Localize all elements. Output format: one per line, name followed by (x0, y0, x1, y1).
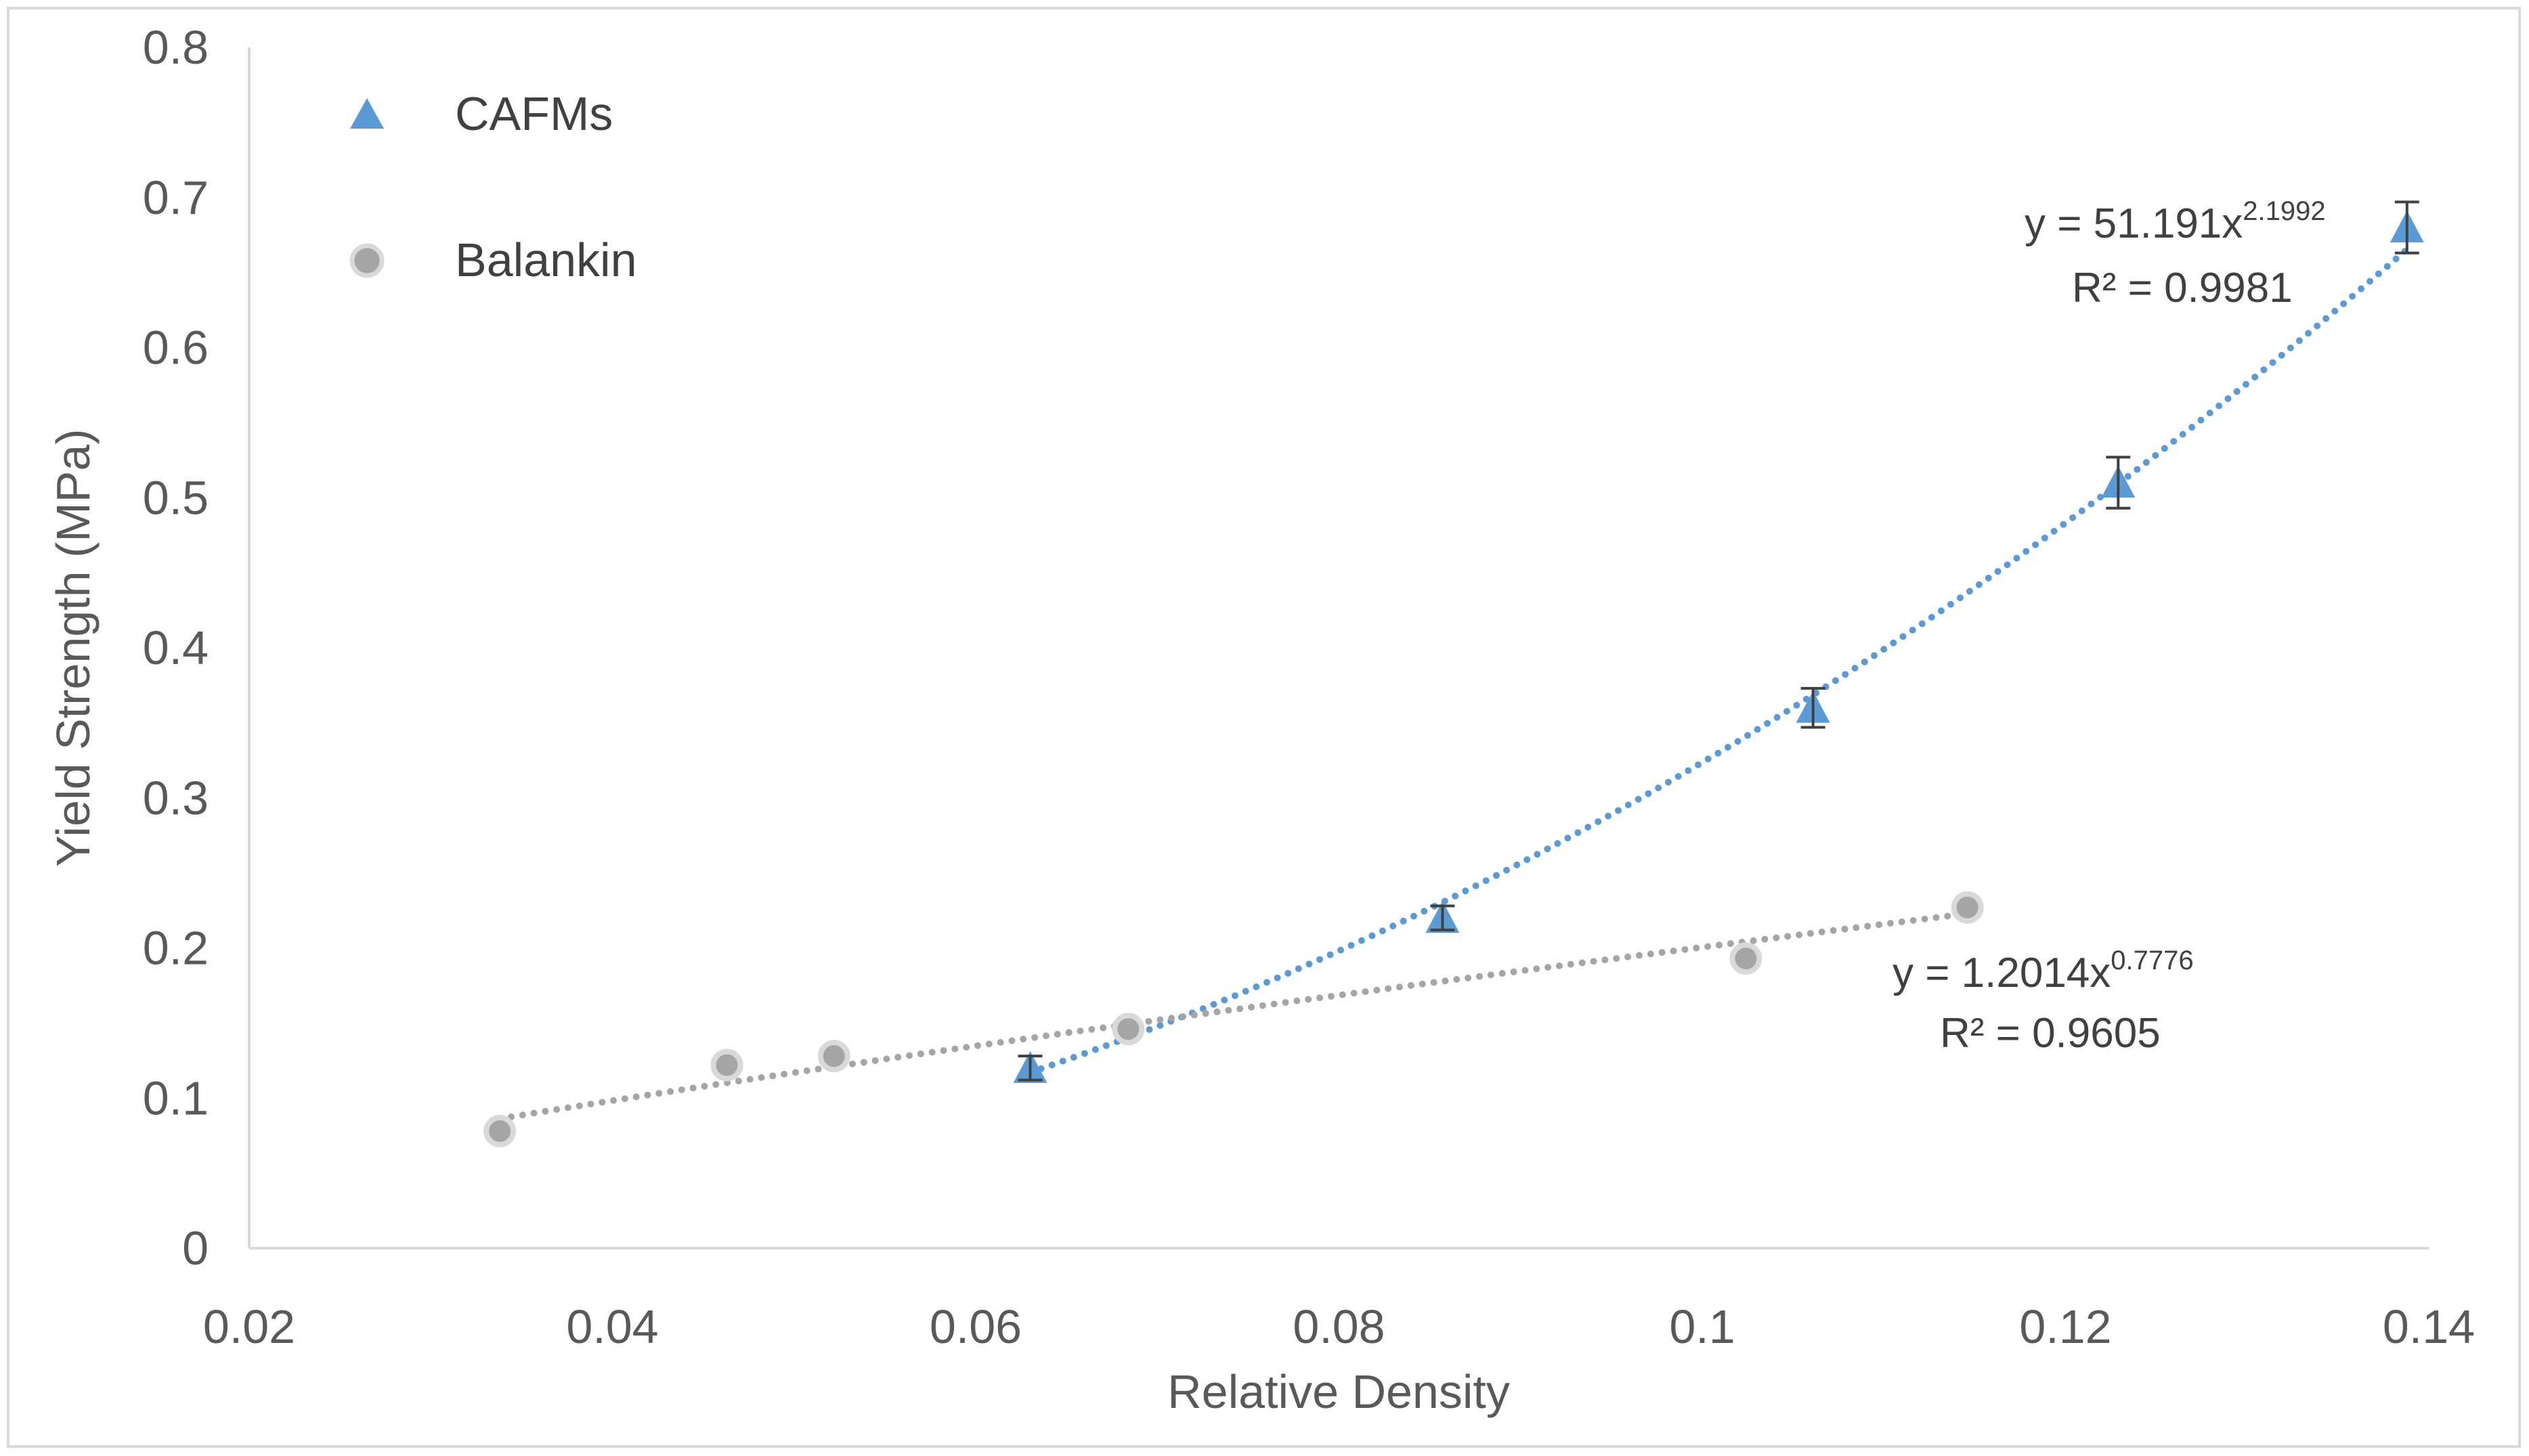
data-marks (483, 200, 2424, 1148)
legend-label-cafms: CAFMs (455, 87, 613, 140)
trendlines (496, 246, 2411, 1122)
x-axis-title: Relative Density (1167, 1365, 1510, 1418)
y-tick-label: 0 (182, 1222, 209, 1275)
chart-area (7, 7, 2521, 1448)
x-tick-label: 0.14 (2383, 1300, 2475, 1353)
balankin-point (1729, 942, 1763, 975)
y-tick-label: 0.2 (143, 922, 209, 975)
y-tick-label: 0.6 (143, 322, 209, 374)
cafms-equation-base: y = 51.191x (2025, 200, 2243, 247)
trendline-cafms (1026, 246, 2411, 1076)
balankin-equation-base: y = 1.2014x (1893, 950, 2111, 996)
y-tick-label: 0.5 (143, 471, 209, 524)
x-tick-label: 0.1 (1669, 1300, 1735, 1353)
balankin-point (1112, 1013, 1145, 1046)
y-tick-labels: 0 0.1 0.2 0.3 0.4 0.5 0.6 0.7 0.8 (143, 21, 209, 1275)
balankin-equation-exponent: 0.7776 (2111, 946, 2193, 975)
legend-label-balankin: Balankin (455, 234, 637, 286)
balankin-point (1951, 891, 1984, 924)
x-tick-label: 0.08 (1293, 1300, 1385, 1353)
y-tick-label: 0.8 (143, 21, 209, 74)
cafms-equation-exponent: 2.1992 (2243, 196, 2325, 226)
y-tick-label: 0.7 (143, 171, 209, 224)
legend-triangle-marker (350, 98, 384, 129)
y-tick-label: 0.3 (143, 772, 209, 824)
cafms-equation: y = 51.191x2.1992 (2025, 196, 2326, 247)
y-tick-label: 0.1 (143, 1072, 209, 1124)
balankin-r2: R² = 0.9605 (1940, 1010, 2161, 1057)
balankin-point (483, 1115, 517, 1148)
x-tick-label: 0.12 (2019, 1300, 2111, 1353)
x-tick-label: 0.06 (930, 1300, 1022, 1353)
cafms-r2: R² = 0.9981 (2072, 265, 2293, 311)
y-tick-label: 0.4 (143, 621, 209, 674)
balankin-point (817, 1040, 850, 1073)
y-axis-title: Yield Strength (MPa) (47, 428, 100, 866)
legend: CAFMs Balankin (349, 87, 637, 286)
balankin-equation: y = 1.2014x0.7776 (1893, 946, 2194, 996)
legend-circle-marker (349, 243, 385, 278)
x-tick-label: 0.02 (203, 1300, 295, 1353)
axes (248, 47, 2429, 1250)
x-tick-labels: 0.02 0.04 0.06 0.08 0.1 0.12 0.14 (203, 1300, 2475, 1353)
balankin-point (710, 1049, 743, 1082)
trendline-equations: y = 51.191x2.1992 R² = 0.9981 y = 1.2014… (1893, 196, 2326, 1057)
x-tick-label: 0.04 (566, 1300, 658, 1353)
